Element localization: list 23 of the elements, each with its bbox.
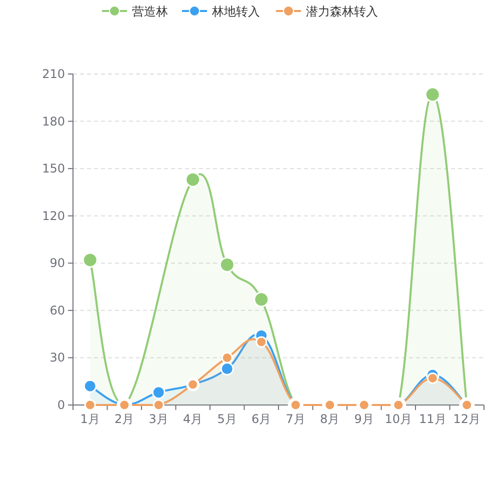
legend-label: 营造林 (132, 4, 168, 18)
x-tick-label: 7月 (286, 412, 306, 426)
x-tick-label: 6月 (252, 412, 272, 426)
y-tick-label: 0 (57, 398, 65, 412)
x-tick-label: 2月 (114, 412, 134, 426)
x-tick-label: 5月 (217, 412, 237, 426)
y-tick-label: 90 (50, 256, 65, 270)
x-tick-label: 4月 (183, 412, 203, 426)
y-tick-label: 60 (50, 303, 65, 318)
x-tick-label: 10月 (384, 412, 412, 426)
y-tick-label: 30 (50, 350, 65, 365)
y-tick-label: 210 (42, 67, 65, 81)
y-tick-label: 120 (42, 208, 65, 223)
x-tick-label: 8月 (320, 412, 340, 426)
x-tick-label: 9月 (354, 412, 374, 426)
x-tick-label: 12月 (453, 412, 481, 426)
legend-label: 林地转入 (211, 4, 260, 18)
legend-label: 潜力森林转入 (306, 4, 378, 18)
x-tick-label: 1月 (80, 412, 100, 426)
x-tick-label: 11月 (418, 412, 446, 426)
x-tick-label: 3月 (148, 412, 168, 426)
y-tick-label: 150 (42, 162, 65, 176)
y-tick-label: 180 (42, 114, 65, 128)
